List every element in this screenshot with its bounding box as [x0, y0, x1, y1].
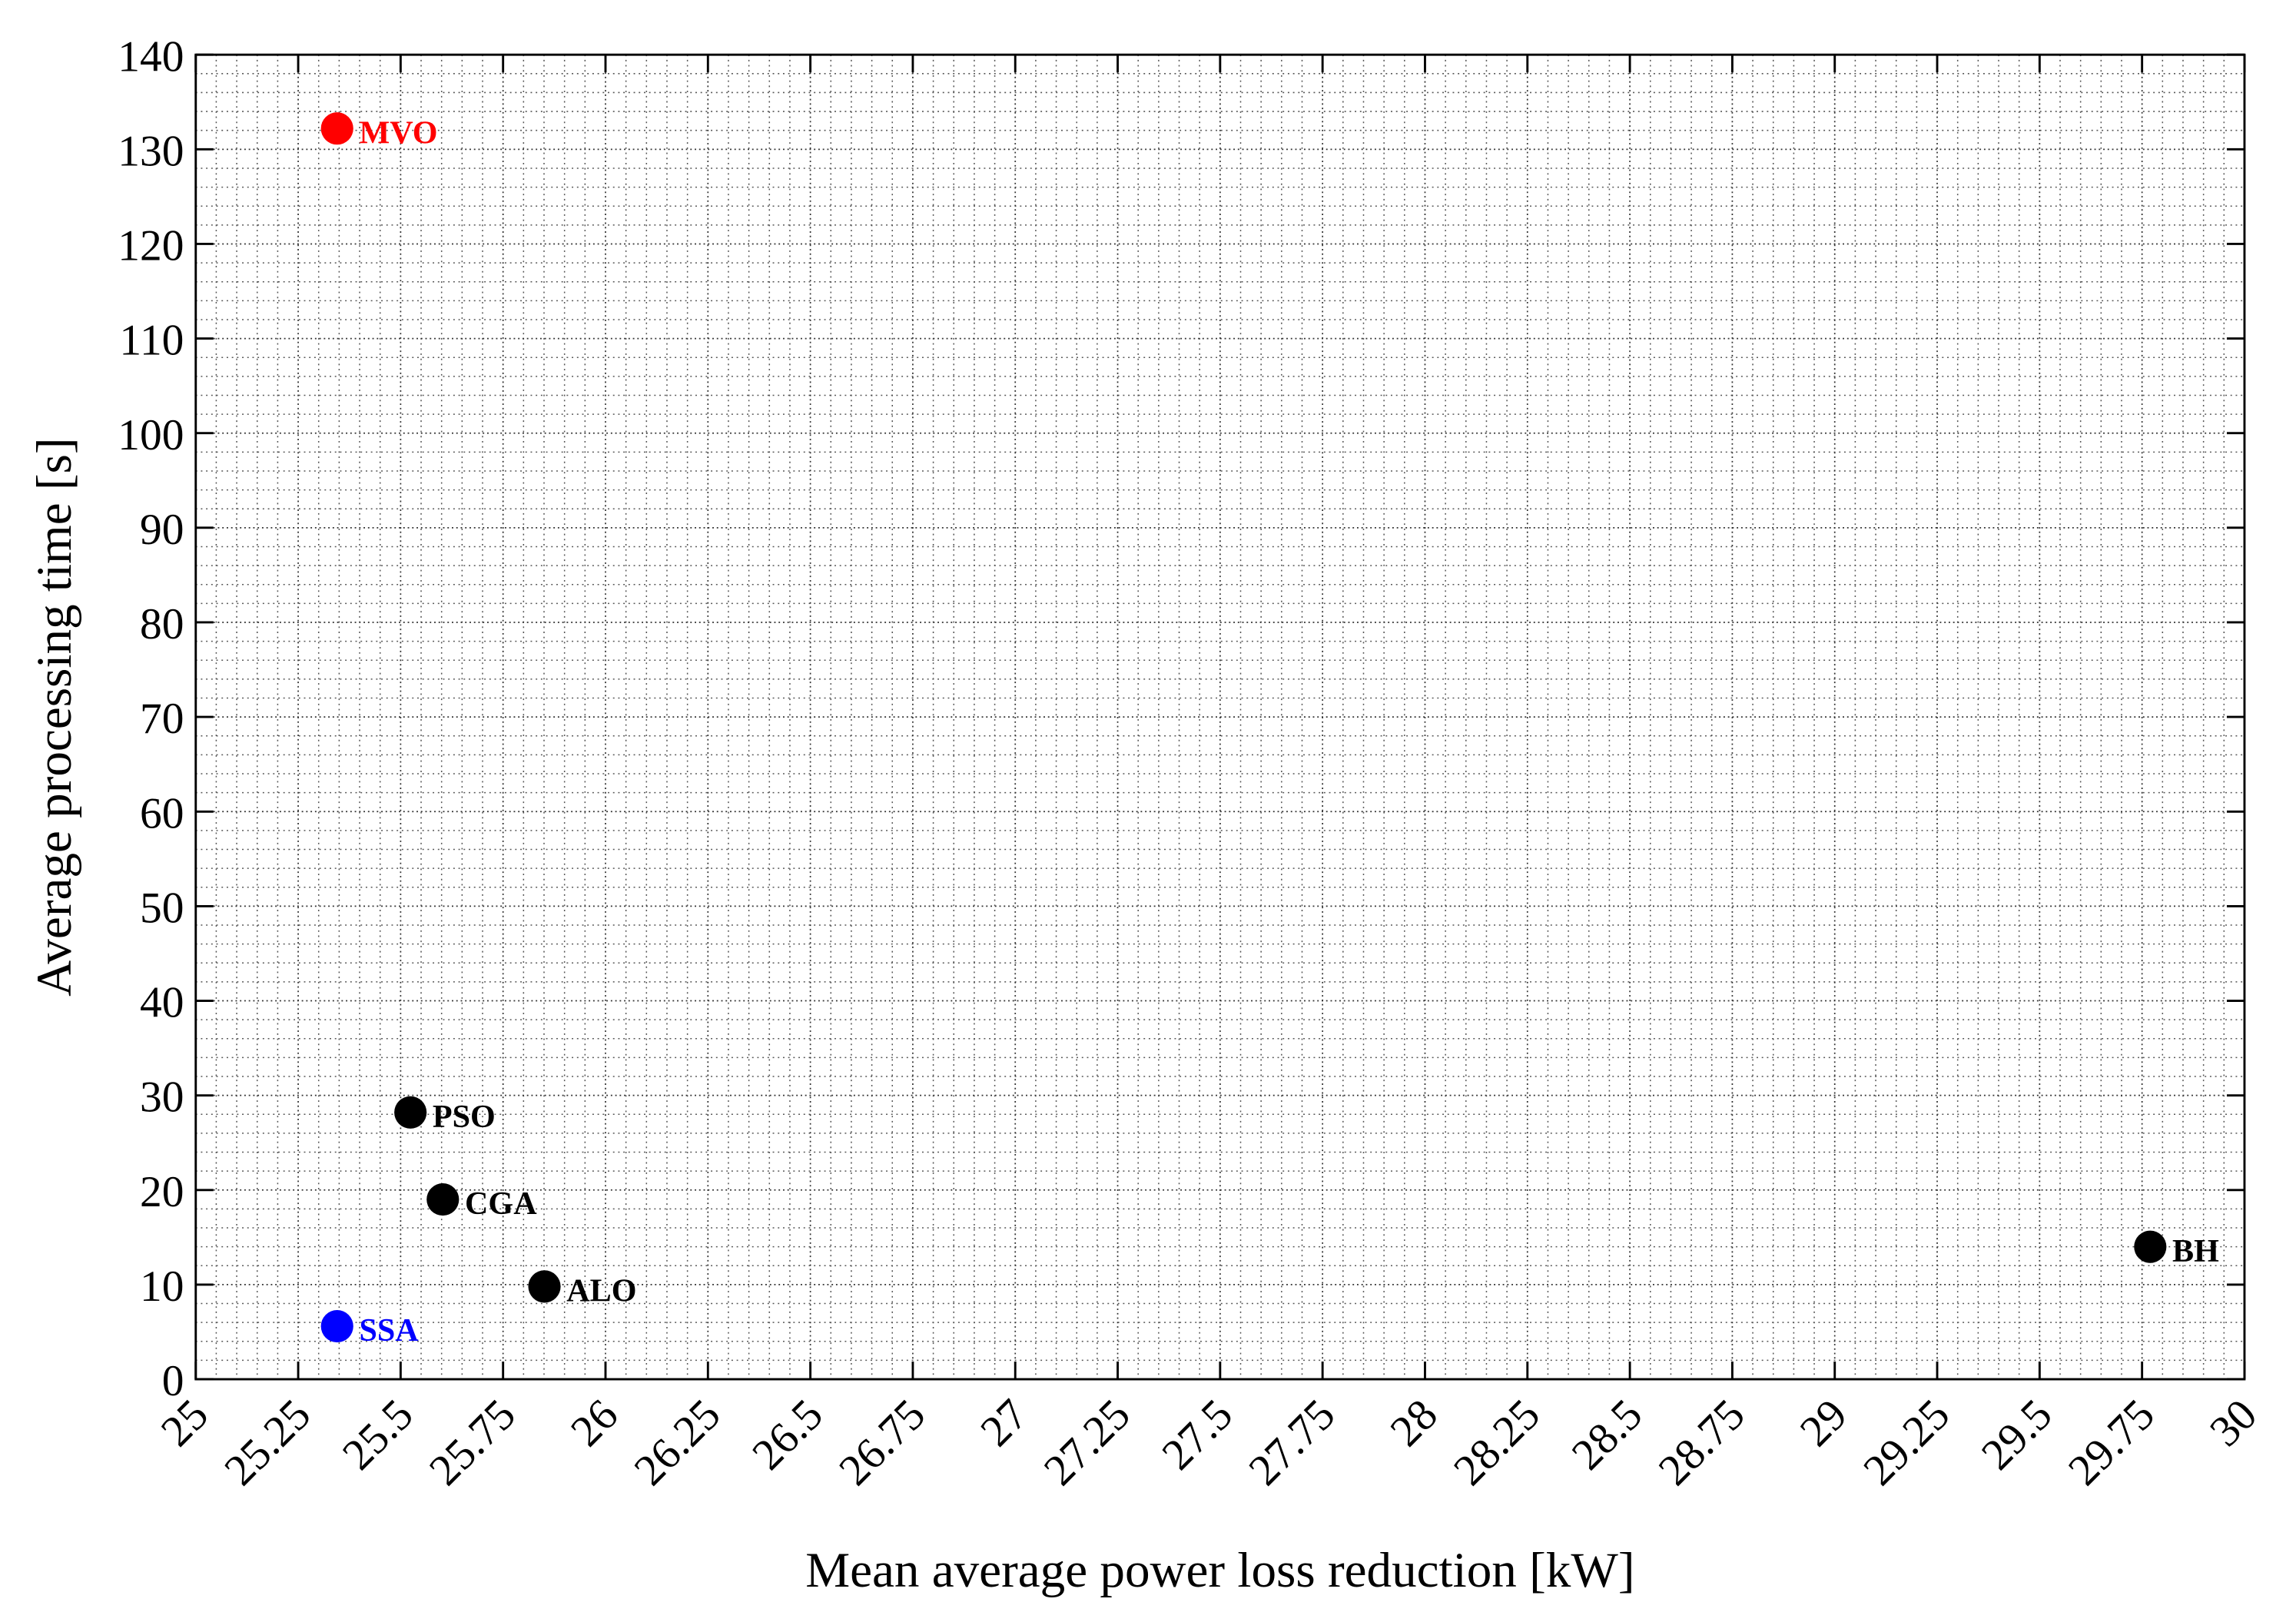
- point-label: ALO: [566, 1273, 636, 1309]
- point-label: MVO: [359, 114, 437, 151]
- y-tick-label: 130: [118, 127, 184, 175]
- point: [320, 1310, 353, 1343]
- point: [2134, 1230, 2167, 1263]
- y-tick-label: 20: [140, 1168, 184, 1216]
- y-tick-label: 60: [140, 789, 184, 838]
- point-label: PSO: [433, 1099, 496, 1135]
- point-label: BH: [2172, 1233, 2219, 1269]
- plot-frame: [194, 53, 2246, 1381]
- point: [320, 112, 353, 145]
- y-tick-label: 80: [140, 600, 184, 648]
- y-axis-label: Average processing time [s]: [27, 437, 82, 996]
- y-tick-label: 0: [162, 1357, 184, 1405]
- point: [426, 1183, 460, 1216]
- marks-layer: MVO SSA PSO CGA ALO BH: [320, 112, 2219, 1348]
- grid-layer: [194, 54, 2245, 1380]
- y-tick-label: 90: [140, 506, 184, 554]
- y-tick-label: 50: [140, 884, 184, 932]
- y-tick-label: 140: [118, 32, 184, 81]
- point-label: SSA: [359, 1312, 419, 1348]
- y-tick-label: 120: [118, 222, 184, 270]
- y-tick-label: 40: [140, 979, 184, 1027]
- point: [394, 1096, 427, 1129]
- y-tick-label: 10: [140, 1262, 184, 1311]
- y-tick-label: 110: [119, 317, 184, 365]
- y-tick-label: 70: [140, 695, 184, 743]
- y-tick-label: 30: [140, 1073, 184, 1122]
- point: [528, 1270, 561, 1303]
- y-tick-label: 100: [118, 411, 184, 459]
- x-axis-label: Mean average power loss reduction [kW]: [805, 1543, 1634, 1598]
- point-label: CGA: [465, 1186, 537, 1222]
